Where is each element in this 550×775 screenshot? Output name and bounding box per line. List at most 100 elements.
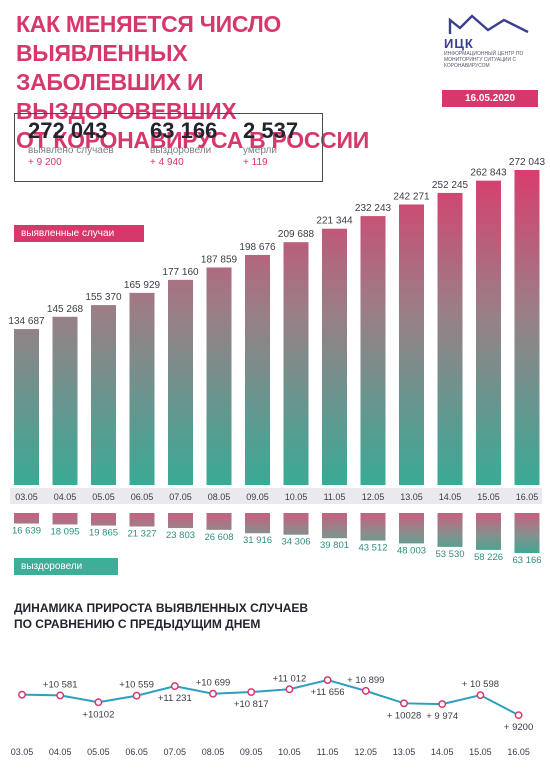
- recovered-value-label: 21 327: [127, 529, 156, 540]
- cases-bar: [514, 170, 540, 485]
- cases-bar: [399, 204, 424, 486]
- recovered-value-label: 43 512: [358, 543, 387, 554]
- logo-mountain-icon: [448, 14, 529, 34]
- cases-date-tick: 05.05: [92, 492, 115, 502]
- title-line-3: ОТ КОРОНАВИРУСА В РОССИИ: [16, 127, 369, 153]
- daily-growth-point: [361, 686, 370, 695]
- daily-growth-label: + 10028: [387, 710, 422, 721]
- cases-value-label: 155 370: [85, 292, 122, 303]
- daily-date-tick: 16.05: [507, 747, 530, 757]
- recovered-bar: [399, 513, 424, 544]
- daily-growth-point: [94, 698, 103, 707]
- cases-bar: [206, 267, 232, 485]
- daily-date-tick: 03.05: [11, 747, 34, 757]
- cases-value-label: 252 245: [432, 180, 469, 191]
- recovered-bar: [437, 513, 463, 547]
- date-badge: 16.05.2020: [442, 90, 538, 107]
- recovered-series-tag: выздоровели: [14, 558, 118, 575]
- daily-growth-label: +10 581: [43, 679, 78, 690]
- daily-date-tick: 07.05: [164, 747, 187, 757]
- daily-growth-point: [209, 689, 217, 698]
- recovered-bar: [283, 513, 309, 535]
- cases-date-tick: 03.05: [15, 492, 38, 502]
- recovered-bar: [476, 513, 501, 550]
- cases-date-tick: 13.05: [400, 492, 423, 502]
- recovered-value-label: 48 003: [397, 545, 426, 556]
- recovered-value-label: 19 865: [89, 528, 118, 539]
- daily-growth-point: [514, 711, 523, 720]
- recovered-bar: [91, 513, 116, 526]
- daily-growth-label: +11 012: [272, 673, 306, 684]
- cases-bar: [360, 216, 386, 485]
- recovered-bar: [52, 513, 78, 525]
- cases-date-tick: 15.05: [477, 492, 500, 502]
- cases-total: 272 043: [28, 118, 108, 143]
- daily-growth-point: [56, 691, 65, 700]
- cases-bar: [283, 242, 309, 485]
- daily-growth-point: [323, 676, 332, 685]
- daily-growth-chart: +10 581 +10102 +10 559 +11 231 +10 699+10 81…: [18, 673, 533, 733]
- recovered-total: 63 166: [150, 118, 218, 143]
- title-line-2: ЗАБОЛЕВШИХ И ВЫЗДОРОВЕВШИХ: [16, 69, 237, 124]
- daily-date-tick: 15.05: [469, 747, 492, 757]
- cases-series-tag: выявленные случаи: [14, 225, 144, 242]
- cases-value-label: 221 344: [316, 216, 353, 227]
- daily-growth-point: [476, 691, 485, 700]
- summary-recovered: 63 166 выздоровели + 4 940: [150, 118, 217, 168]
- cases-bar: [168, 279, 193, 485]
- cases-bar: [322, 228, 347, 485]
- daily-growth-point: [285, 685, 294, 694]
- daily-title-line-1: ДИНАМИКА ПРИРОСТА ВЫЯВЛЕННЫХ СЛУЧАЕВ: [14, 601, 309, 615]
- daily-date-tick: 10.05: [278, 747, 301, 757]
- daily-growth-label: +10 559: [119, 680, 154, 691]
- recovered-delta: + 4 940: [150, 157, 184, 168]
- logo-subtitle: ИНФОРМАЦИОННЫЙ ЦЕНТР ПО МОНИТОРИНГУ СИТУ…: [444, 51, 524, 69]
- recovered-value-label: 23 803: [166, 530, 195, 541]
- summary-cases: 272 043 выявлено случаев + 9 200: [28, 118, 114, 168]
- deaths-total: 2 537: [243, 118, 299, 143]
- daily-growth-point: [247, 688, 256, 696]
- daily-growth-title: ДИНАМИКА ПРИРОСТА ВЫЯВЛЕННЫХ СЛУЧАЕВ ПО …: [14, 600, 308, 632]
- cases-value-label: 177 160: [162, 267, 199, 278]
- cases-bar: [476, 180, 501, 486]
- cases-bar: [14, 329, 39, 485]
- cases-value-label: 187 859: [201, 254, 238, 265]
- recovered-value-label: 16 639: [12, 526, 41, 537]
- cases-delta: + 9 200: [28, 157, 62, 168]
- daily-date-tick: 08.05: [202, 747, 225, 757]
- cases-value-label: 134 687: [8, 316, 45, 327]
- recovered-bar: [129, 513, 155, 527]
- daily-date-tick: 04.05: [49, 747, 72, 757]
- deaths-delta: + 119: [243, 157, 268, 168]
- daily-growth-point: [438, 700, 447, 709]
- summary-deaths: 2 537 умерли + 119: [243, 118, 298, 168]
- daily-growth-label: + 10 899: [347, 675, 384, 686]
- recovered-value-label: 63 166: [512, 555, 541, 566]
- page-title: КАК МЕНЯЕТСЯ ЧИСЛО ВЫЯВЛЕННЫХ ЗАБОЛЕВШИХ…: [16, 10, 396, 155]
- cases-bar: [437, 192, 463, 486]
- cases-value-label: 145 268: [47, 304, 84, 315]
- cases-value-label: 272 043: [509, 157, 546, 168]
- recovered-value-label: 53 530: [435, 549, 464, 560]
- recovered-bar: [360, 513, 386, 541]
- daily-growth-point: [18, 690, 26, 699]
- daily-growth-label: +10 817: [234, 699, 269, 710]
- recovered-bar: [168, 513, 193, 529]
- daily-growth-label: + 9200: [504, 722, 533, 733]
- daily-growth-point: [132, 691, 141, 700]
- cases-bar: [245, 254, 270, 485]
- daily-growth-label: +11 656: [311, 687, 345, 698]
- cases-date-tick: 09.05: [246, 492, 269, 502]
- daily-date-tick: 06.05: [125, 747, 148, 757]
- cases-value-label: 242 271: [393, 191, 430, 202]
- cases-date-tick: 16.05: [516, 492, 539, 502]
- daily-growth-line: [21, 679, 520, 717]
- daily-date-axis: 03.05 04.05 05.05 06.05 07.05 08.05 09.05 10.05…: [11, 747, 530, 757]
- cases-date-axis: 03.05 04.05 05.05 06.05 07.05 08.05 09.05 10.05…: [15, 492, 538, 502]
- cases-value-label: 198 676: [239, 242, 276, 253]
- recovered-value-label: 39 801: [320, 540, 349, 551]
- summary-box: 272 043 выявлено случаев + 9 200 63 166 …: [14, 113, 323, 182]
- recovered-bar: [322, 513, 347, 539]
